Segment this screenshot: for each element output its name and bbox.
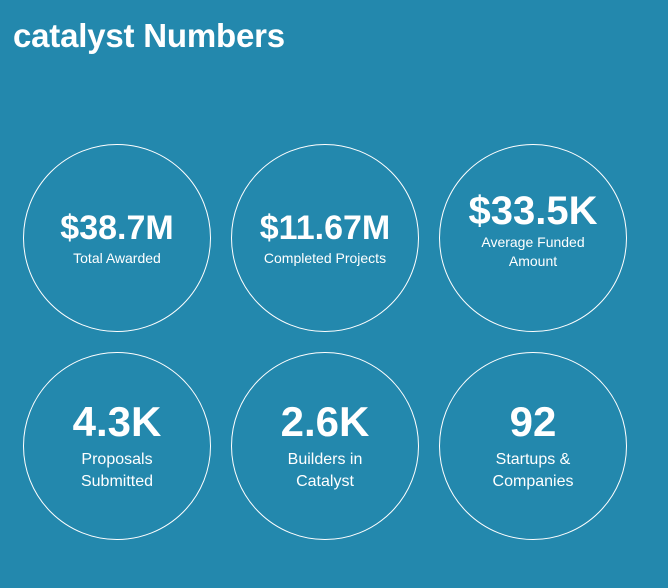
stat-completed-projects: $11.67M Completed Projects [231, 144, 419, 332]
page-title: catalyst Numbers [13, 17, 285, 54]
stat-proposals-submitted: 4.3K Proposals Submitted [23, 352, 211, 540]
stat-label: Total Awarded [73, 249, 161, 266]
stat-value: 92 [509, 398, 557, 445]
stat-label: Builders in Catalyst [287, 451, 363, 490]
stat-builders-in-catalyst: 2.6K Builders in Catalyst [231, 352, 419, 540]
stat-value: $38.7M [60, 208, 174, 247]
stat-average-funded-amount: $33.5K Average Funded Amount [439, 144, 627, 332]
stat-label: Average Funded Amount [481, 234, 585, 269]
stat-startups-companies: 92 Startups & Companies [439, 352, 627, 540]
stat-value: $33.5K [468, 189, 598, 233]
stat-value: $11.67M [259, 208, 391, 247]
stat-total-awarded: $38.7M Total Awarded [23, 144, 211, 332]
stat-label: Completed Projects [263, 249, 387, 266]
stat-label: Startups & Companies [492, 451, 574, 490]
stat-label: Proposals Submitted [80, 451, 154, 490]
stat-value: 2.6K [280, 398, 370, 445]
stat-value: 4.3K [72, 398, 162, 445]
